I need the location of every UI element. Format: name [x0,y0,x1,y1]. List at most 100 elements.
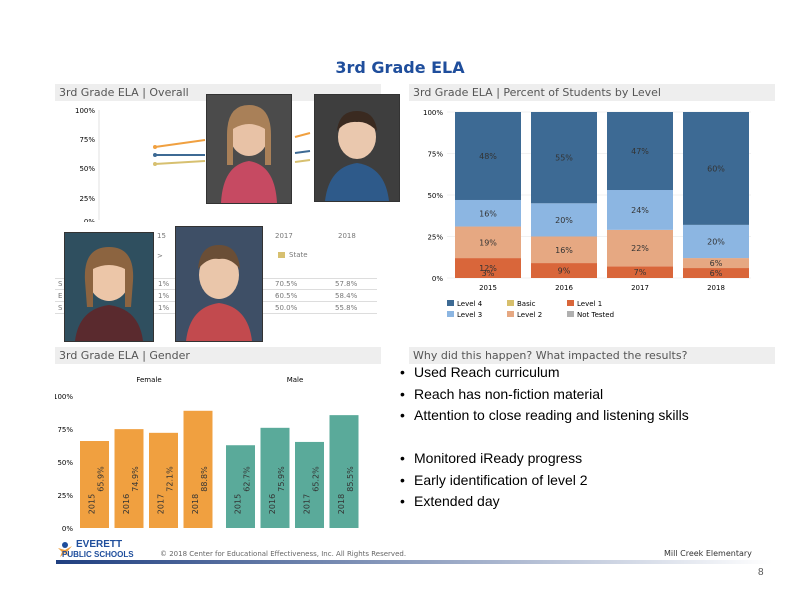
overall-table-header: 15 [157,232,166,240]
gender-bar [226,445,255,528]
student-photo [206,94,292,204]
gender-bar-year-label: 2016 [122,494,131,514]
levels-bar-segment [531,236,597,264]
levels-xtick: 2018 [707,284,725,292]
levels-bar-segment [455,199,521,227]
state-legend-label: State [289,251,308,259]
levels-data-label: 48% [479,152,497,161]
overall-ytick: 25% [79,195,95,203]
levels-xtick: 2017 [631,284,649,292]
overall-table-header: 2018 [338,232,356,240]
gender-bar-value-label: 75.9% [277,466,286,492]
gender-group-label: Female [136,376,161,384]
gender-bar-value-label: 65.2% [312,466,321,492]
levels-stacked-bar-chart: 100% 75% 50% 25% 0% 12% 19% 16% 48% 2015 9% 16% 20% 5… [423,109,751,319]
levels-ytick: 0% [432,275,443,283]
gender-ytick: 100% [55,393,73,401]
levels-data-label: 22% [631,244,649,253]
levels-panel-header: 3rd Grade ELA | Percent of Students by L… [409,84,775,101]
levels-bar-segment [683,268,749,278]
levels-data-label: 7% [634,268,647,277]
levels-data-label: 20% [707,237,725,246]
gender-bar-value-label: 65.9% [97,466,106,492]
levels-data-label: 12% [479,264,497,273]
levels-bar-segment [607,229,673,267]
overall-ytick: 50% [79,165,95,173]
gender-ytick: 25% [57,492,73,500]
levels-data-label: 6% [710,269,723,278]
logo-line-2: PUBLIC SCHOOLS [62,550,134,559]
gender-bar-year-label: 2017 [157,494,166,514]
levels-legend-label: Basic [517,300,536,308]
table-cell: 1% [158,304,170,312]
levels-bar-segment [683,112,749,225]
table-row-stub: E [58,292,63,300]
levels-legend-swatch [447,311,454,317]
levels-data-label: 24% [631,206,649,215]
student-photo [175,226,263,342]
gender-bar-year-label: 2016 [268,494,277,514]
levels-data-label: 9% [558,267,571,276]
levels-data-label: 19% [479,238,497,247]
table-cell: 57.8% [335,280,358,288]
levels-data-label: 20% [555,216,573,225]
gender-bar-chart: 100%75%50%25%0%Female Male201565.9%201674… [55,376,359,533]
levels-data-label: 47% [631,147,649,156]
overall-line-orange [154,139,206,148]
levels-bar-segment [607,266,673,278]
school-name: Mill Creek Elementary [664,549,752,558]
gender-ytick: 75% [57,426,73,434]
levels-bar-segment [607,112,673,191]
gender-bar-year-label: 2017 [303,494,312,514]
levels-bar-segment [607,190,673,230]
levels-data-label: 3% [482,269,495,278]
everett-logo-icon [58,542,72,557]
table-cell: 1% [158,292,170,300]
levels-bar-segment [683,224,749,259]
copyright-text: © 2018 Center for Educational Effectiven… [160,550,407,558]
gender-bar [80,441,109,528]
table-cell: 1% [158,280,170,288]
gender-panel-header: 3rd Grade ELA | Gender [55,347,381,364]
levels-legend-swatch [567,300,574,306]
table-row-stub: S [58,304,63,312]
gender-bar-year-label: 2018 [191,494,200,514]
why-panel-header: Why did this happen? What impacted the r… [409,347,775,364]
gender-bar [260,427,290,528]
levels-legend-label: Level 3 [457,311,482,319]
levels-data-label: 16% [555,246,573,255]
levels-bar-segment [531,263,597,278]
bullet-item: Reach has non-fiction material [400,384,730,406]
table-cell: 58.4% [335,292,358,300]
levels-legend-swatch [447,300,454,306]
bullet-item: Extended day [400,491,730,513]
levels-legend-swatch [507,311,514,317]
page-number: 8 [758,567,764,578]
gender-bar-year-label: 2015 [234,494,243,514]
gender-ytick: 0% [62,525,73,533]
gender-bar-value-label: 88.8% [200,466,209,492]
gender-group-label: Male [287,376,304,384]
table-cell: 50.0% [275,304,298,312]
levels-xtick: 2015 [479,284,497,292]
bullet-item: Used Reach curriculum [400,362,730,384]
overall-ytick: 0% [84,218,95,222]
overall-line-chart: 100% 75% 50% 25% 0% [75,107,311,222]
levels-bar-segment [455,226,521,259]
levels-legend-label: Level 2 [517,311,542,319]
overall-line-yellow [154,160,206,165]
overall-ytick: 100% [75,107,95,115]
student-photo [314,94,400,202]
levels-bar-segment [531,112,597,204]
levels-bar-segment [455,112,521,200]
gender-bar-value-label: 85.5% [346,466,355,492]
bullet-item: Monitored iReady progress [400,448,730,470]
levels-data-label: 60% [707,164,725,173]
student-photo [64,232,154,342]
levels-legend-label: Level 4 [457,300,483,308]
slide-title: 3rd Grade ELA [335,58,465,77]
overall-panel-header: 3rd Grade ELA | Overall [55,84,381,101]
gender-bar [183,410,213,528]
levels-bar-segment [531,203,597,237]
levels-ytick: 75% [427,151,443,159]
